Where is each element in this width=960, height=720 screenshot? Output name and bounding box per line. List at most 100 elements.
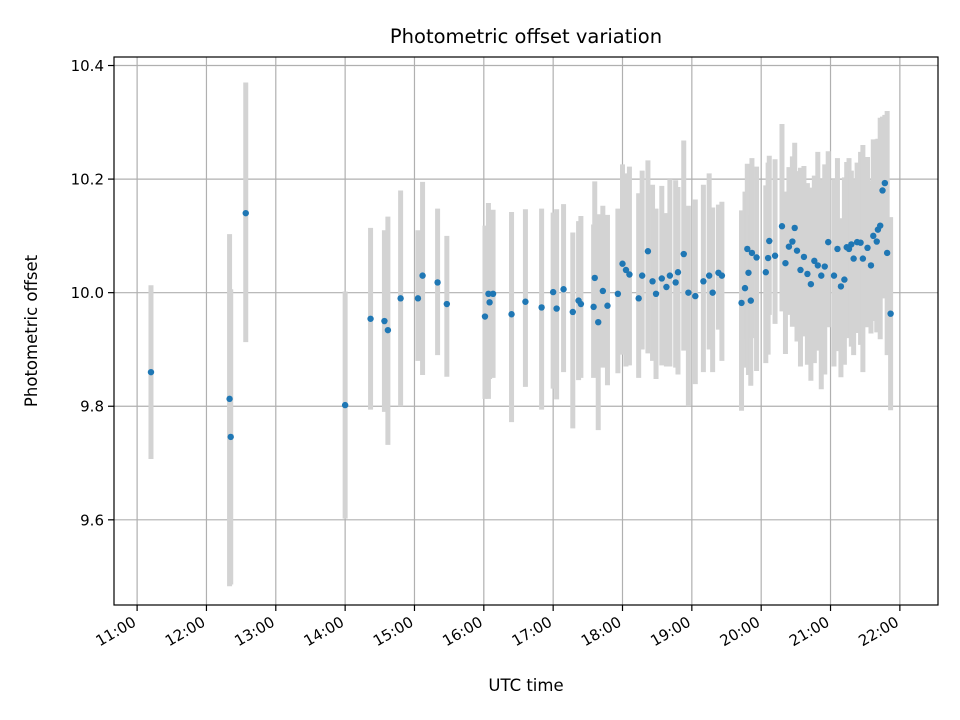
data-point xyxy=(797,266,804,274)
y-axis-title: Photometric offset xyxy=(22,254,41,407)
data-point xyxy=(672,279,679,286)
data-point xyxy=(569,308,577,316)
data-point xyxy=(753,254,760,261)
data-point xyxy=(341,401,349,409)
data-point xyxy=(818,272,825,279)
y-tick-label: 10.4 xyxy=(71,57,104,75)
data-point xyxy=(789,238,796,245)
data-point xyxy=(741,284,749,292)
data-point xyxy=(590,303,597,311)
data-point xyxy=(227,433,234,441)
data-point xyxy=(841,276,848,283)
data-point xyxy=(778,223,786,230)
data-point xyxy=(680,250,687,258)
data-point xyxy=(397,295,404,302)
data-point xyxy=(864,244,871,252)
data-point xyxy=(718,272,726,279)
data-point xyxy=(870,232,877,240)
data-point xyxy=(658,275,665,282)
data-point xyxy=(619,260,626,267)
data-point xyxy=(867,262,875,269)
data-point xyxy=(830,272,838,279)
data-point xyxy=(443,300,451,308)
data-point xyxy=(857,239,864,246)
data-point xyxy=(652,290,660,298)
data-point xyxy=(381,317,388,325)
data-point xyxy=(881,179,889,187)
data-point xyxy=(782,259,789,267)
data-point xyxy=(793,247,801,254)
data-point xyxy=(549,288,557,296)
data-point xyxy=(147,368,155,376)
data-point xyxy=(804,270,811,278)
data-point xyxy=(644,248,652,255)
data-point xyxy=(522,298,529,305)
data-point xyxy=(367,315,374,322)
data-point xyxy=(771,252,779,259)
data-point xyxy=(553,305,560,312)
data-point xyxy=(622,266,630,274)
data-point xyxy=(700,278,707,285)
data-point xyxy=(508,311,515,318)
data-point xyxy=(873,238,880,245)
data-point xyxy=(414,295,422,302)
data-point xyxy=(577,300,585,308)
data-point xyxy=(850,255,857,262)
data-point xyxy=(764,254,772,262)
data-points xyxy=(147,179,894,441)
data-point xyxy=(481,313,489,320)
data-point xyxy=(595,318,602,326)
data-point xyxy=(604,302,611,309)
data-point xyxy=(848,241,855,248)
data-point xyxy=(692,292,699,300)
data-point xyxy=(745,269,752,276)
data-point xyxy=(766,237,773,245)
data-point xyxy=(591,274,598,282)
data-point xyxy=(614,290,622,298)
data-point xyxy=(877,222,884,229)
data-point xyxy=(785,243,793,250)
data-point xyxy=(485,290,492,298)
data-point xyxy=(489,290,497,298)
data-point xyxy=(486,299,493,306)
data-point xyxy=(242,209,249,217)
data-point xyxy=(825,238,832,246)
data-point xyxy=(807,280,815,288)
data-point xyxy=(705,272,713,279)
data-point xyxy=(791,224,798,232)
data-point xyxy=(811,257,818,265)
data-point xyxy=(883,249,891,257)
data-point xyxy=(837,283,845,290)
data-point xyxy=(887,310,894,317)
data-point xyxy=(560,286,567,293)
y-tick-label: 10.2 xyxy=(71,171,104,189)
data-point xyxy=(747,297,754,304)
y-tick-label: 10.0 xyxy=(71,284,104,302)
x-axis-title: UTC time xyxy=(488,676,563,695)
data-point xyxy=(635,295,642,302)
data-point xyxy=(649,278,656,285)
data-point xyxy=(814,262,822,269)
data-point xyxy=(674,269,682,276)
chart-title: Photometric offset variation xyxy=(390,25,662,48)
data-point xyxy=(748,249,756,257)
y-tick-label: 9.6 xyxy=(80,511,104,529)
data-point xyxy=(744,245,751,253)
data-point xyxy=(685,289,692,296)
data-point xyxy=(638,272,646,279)
data-point xyxy=(419,272,426,279)
plot-frame xyxy=(113,56,939,606)
data-point xyxy=(821,263,828,270)
data-point xyxy=(626,271,633,278)
data-point xyxy=(384,326,392,334)
data-point xyxy=(859,255,867,262)
data-point xyxy=(599,287,607,295)
data-point xyxy=(738,299,745,307)
data-point xyxy=(666,272,674,279)
y-tick-label: 9.8 xyxy=(80,398,104,416)
data-point xyxy=(709,289,716,296)
data-point xyxy=(800,253,808,261)
data-point xyxy=(226,395,233,403)
data-point xyxy=(879,187,886,194)
